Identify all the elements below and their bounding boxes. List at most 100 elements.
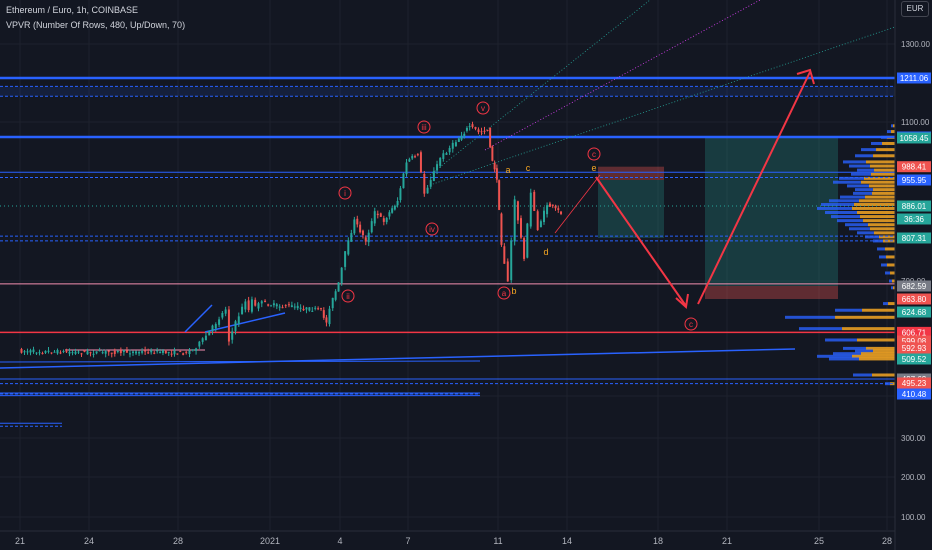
- candle-body: [314, 307, 317, 309]
- candle-body: [218, 319, 221, 325]
- candle-body: [457, 138, 460, 142]
- time-axis: 21 24 28 2021 4 7 11 14 18 21 25 28: [0, 530, 895, 546]
- symbol-title[interactable]: Ethereum / Euro, 1h, COINBASE: [6, 5, 139, 15]
- candle-body: [506, 261, 509, 282]
- resistance-band: [0, 86, 895, 97]
- candle-body: [305, 307, 308, 310]
- vp-row-down: [869, 184, 895, 188]
- fib-line-green-2: [429, 14, 931, 186]
- price-label-bg: [897, 335, 931, 347]
- candle-body: [284, 305, 287, 307]
- candle-body: [465, 127, 468, 131]
- candle-body: [135, 351, 138, 354]
- candle-body: [20, 349, 23, 353]
- candle-body: [278, 306, 281, 308]
- candle-body: [144, 350, 147, 352]
- candle-body: [554, 206, 557, 209]
- wave-label-text: c: [689, 320, 693, 329]
- vp-row-up: [817, 354, 852, 358]
- vp-row-down: [886, 255, 895, 259]
- currency-button[interactable]: EUR: [901, 1, 929, 17]
- candle-body: [474, 127, 477, 129]
- fib-line-pink: [484, 0, 761, 151]
- candle-body: [370, 221, 373, 233]
- price-label-text: 807.31: [902, 234, 927, 243]
- candle-body: [543, 210, 545, 223]
- zone-rectangles: [598, 137, 838, 299]
- candle-body: [328, 308, 331, 325]
- vp-row-up: [833, 352, 861, 356]
- candle-body: [110, 352, 113, 354]
- candle-body: [161, 350, 164, 353]
- vp-row-down: [852, 206, 895, 210]
- candle-body: [451, 142, 454, 149]
- price-label-text: 495.23: [902, 379, 927, 388]
- candle-body: [208, 330, 211, 336]
- vp-row-down: [861, 352, 895, 356]
- candle-body: [454, 142, 457, 147]
- vp-row-up: [885, 271, 890, 275]
- long-zone-green: [705, 137, 838, 286]
- vp-row-up: [855, 349, 873, 353]
- candle-body: [533, 191, 536, 211]
- candle-body: [250, 299, 253, 312]
- candle-body: [147, 352, 150, 354]
- candle-body: [445, 153, 448, 155]
- candle-body: [138, 352, 141, 354]
- candle-body: [92, 353, 95, 355]
- candle-body: [221, 313, 224, 318]
- x-tick-label: 28: [173, 536, 183, 546]
- price-label-bg: [897, 280, 931, 292]
- x-tick-label: 28: [882, 536, 892, 546]
- candle-body: [260, 301, 263, 304]
- candle-body: [350, 233, 353, 242]
- vp-row-down: [866, 346, 895, 350]
- vp-row-down: [882, 141, 895, 145]
- candle-body: [47, 350, 50, 352]
- sub-wave-label: d: [543, 247, 548, 257]
- candle-body: [344, 251, 347, 267]
- candle-body: [231, 331, 234, 340]
- candle-body: [322, 310, 325, 318]
- candle-body: [26, 351, 29, 353]
- candle-body: [150, 350, 153, 353]
- candle-body: [331, 297, 334, 309]
- wave-label-circle: [684, 317, 698, 331]
- candle-body: [270, 305, 273, 307]
- wave-label-circle: [497, 286, 511, 300]
- vp-row-up: [835, 308, 862, 312]
- candle-body: [128, 353, 131, 355]
- candle-body: [191, 349, 194, 351]
- wave-label-text: i: [344, 189, 346, 198]
- candle-body: [211, 325, 214, 332]
- candle-body: [214, 324, 217, 329]
- price-label-bg: [897, 353, 931, 365]
- vp-row-up: [837, 219, 863, 223]
- wave-label-text: c: [592, 150, 596, 159]
- countdown-label-text: 36:36: [904, 215, 925, 224]
- candle-body: [546, 205, 549, 215]
- candle-body: [408, 159, 411, 162]
- vp-row-down: [864, 176, 895, 180]
- candle-body: [272, 303, 275, 306]
- projection-up-arrow: [697, 71, 811, 305]
- candle-body: [334, 291, 337, 300]
- candle-body: [179, 351, 182, 353]
- candle-body: [107, 350, 110, 353]
- vp-row-down: [859, 199, 895, 203]
- candle-body: [460, 135, 463, 140]
- vp-row-down: [866, 160, 895, 164]
- candle-body: [65, 351, 68, 353]
- vp-row-down: [859, 357, 895, 361]
- candle-body: [44, 350, 47, 353]
- vp-row-down: [887, 263, 895, 267]
- vp-row-up: [881, 263, 887, 267]
- price-axis-bg: [895, 0, 932, 550]
- indicator-label[interactable]: VPVR (Number Of Rows, 480, Up/Down, 70): [6, 20, 186, 30]
- vp-row-down: [868, 223, 895, 227]
- candle-body: [432, 171, 435, 182]
- candle-body: [35, 352, 38, 354]
- vp-row-up: [817, 206, 852, 210]
- candle-body: [439, 158, 442, 166]
